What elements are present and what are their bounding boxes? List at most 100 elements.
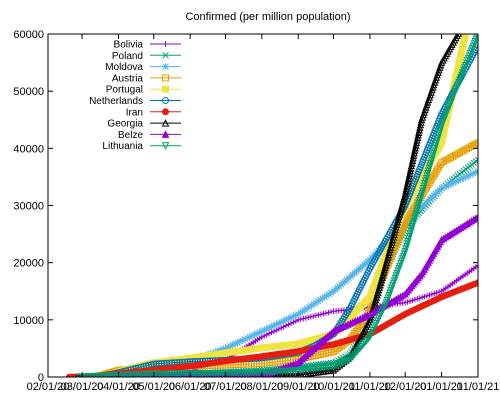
legend-label: Portugal [106,85,143,96]
data-point [318,311,324,318]
data-point [162,51,169,59]
data-point [457,176,465,183]
legend-item: Portugal [106,85,181,96]
data-point [466,17,472,23]
data-point [263,325,270,333]
x-tick-label: 07/01/20 [204,381,247,393]
x-tick-label: 10/01/20 [312,381,355,393]
data-point [302,315,309,321]
data-point [470,0,476,5]
data-point [466,13,472,19]
data-point [429,291,435,298]
data-point [297,316,304,323]
data-point [475,262,478,269]
data-point [468,7,474,13]
legend-item: Austria [112,73,181,84]
data-point [231,340,239,347]
data-point [325,309,332,316]
data-point [460,174,467,182]
data-point [440,184,448,191]
data-point [474,156,478,163]
plot-area [65,0,478,377]
data-point [472,140,478,148]
data-point [270,322,278,329]
y-tick-label: 60000 [13,29,44,41]
data-point [469,8,475,14]
data-point [227,342,234,350]
data-point [450,179,457,186]
data-point [241,336,248,343]
data-point [443,182,450,190]
data-point [463,17,469,23]
data-point [328,309,334,315]
data-point [219,346,227,353]
data-point [462,19,468,25]
data-point [452,178,460,185]
data-point [265,324,273,331]
data-point [455,177,462,184]
data-point [464,25,470,31]
data-point [470,0,476,3]
data-point [253,330,261,337]
data-point [402,299,408,306]
data-point [467,171,474,178]
data-point [474,279,478,286]
data-point [246,333,253,341]
data-point [308,302,315,309]
data-point [310,300,317,308]
data-point [222,345,229,352]
data-point [468,5,474,11]
data-point [162,108,169,116]
data-point [312,299,320,306]
data-point [473,34,478,41]
data-point [303,305,311,312]
data-point [275,320,282,327]
x-tick-label: 12/01/20 [384,381,427,393]
data-point [162,63,169,70]
legend-label: Poland [112,51,143,62]
data-point [297,309,304,316]
legend-item: Poland [112,51,181,62]
data-point [161,142,170,150]
data-point [251,331,258,338]
x-tick-label: 08/01/20 [240,381,283,393]
data-point [467,12,473,18]
data-point [467,10,473,16]
data-point [407,298,413,304]
x-tick-label: 02/01/20 [27,381,70,393]
data-point [319,295,326,302]
data-point [314,298,322,305]
data-point [416,295,423,301]
data-point [248,332,256,339]
data-point [456,34,464,35]
data-point [229,341,236,349]
data-point [414,296,421,302]
legend-item: Belze [118,130,181,141]
x-tick-label: 09/01/20 [277,381,320,393]
data-point [472,169,478,176]
data-point [310,313,317,319]
data-point [273,321,280,328]
data-point [409,297,416,304]
data-point [278,318,285,326]
data-point [419,294,425,301]
data-point [454,34,463,37]
data-point [438,185,445,192]
data-point [290,313,297,320]
legend-item: Netherlands [89,96,181,107]
data-point [239,337,246,344]
data-point [467,10,473,16]
legend-item: Iran [126,107,181,118]
y-tick-label: 30000 [13,201,44,213]
y-axis: 0 10000 20000 30000 40000 50000 60000 [13,29,478,384]
data-point [234,339,241,346]
data-point [300,315,307,322]
data-point [445,181,453,189]
data-point [448,180,455,187]
data-point [320,310,327,317]
data-point [436,161,444,169]
data-point [421,293,428,300]
data-point [268,323,275,330]
data-point [412,296,418,303]
legend-label: Georgia [107,119,143,130]
